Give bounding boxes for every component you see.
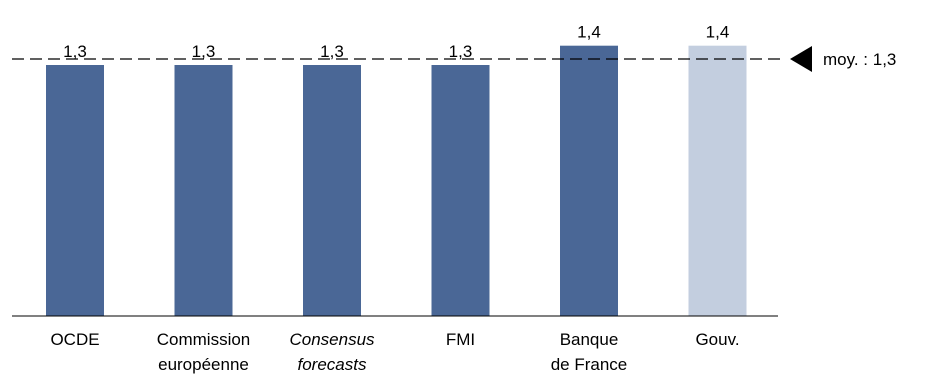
value-label-2: 1,3 [320,42,344,61]
category-label-3-line-0: FMI [446,330,475,349]
value-labels-group: 1,3 1,3 1,3 1,3 1,4 1,4 [63,23,729,61]
value-label-5: 1,4 [706,23,730,42]
average-label: moy. : 1,3 [823,50,896,69]
bar-1 [174,65,233,316]
value-label-3: 1,3 [449,42,473,61]
category-label-0-line-0: OCDE [50,330,99,349]
value-label-1: 1,3 [192,42,216,61]
category-label-1-line-1: européenne [158,355,249,374]
bar-0 [46,65,104,316]
value-label-4: 1,4 [577,23,601,42]
bar-4 [560,45,618,316]
category-label-2-line-1: forecasts [298,355,367,374]
category-label-4-line-1: de France [551,355,628,374]
average-line-group: moy. : 1,3 [12,46,896,72]
value-label-0: 1,3 [63,42,87,61]
bar-2 [303,65,361,316]
bar-5 [688,45,747,316]
category-label-1-line-0: Commission [157,330,251,349]
bar-3 [431,65,490,316]
category-label-5-line-0: Gouv. [695,330,739,349]
category-label-2-line-0: Consensus [289,330,375,349]
average-arrow-icon [790,46,812,72]
bars-group [46,45,747,316]
category-label-4-line-0: Banque [560,330,619,349]
category-labels-group: OCDE Commission européenne Consensus forecas… [50,330,739,374]
